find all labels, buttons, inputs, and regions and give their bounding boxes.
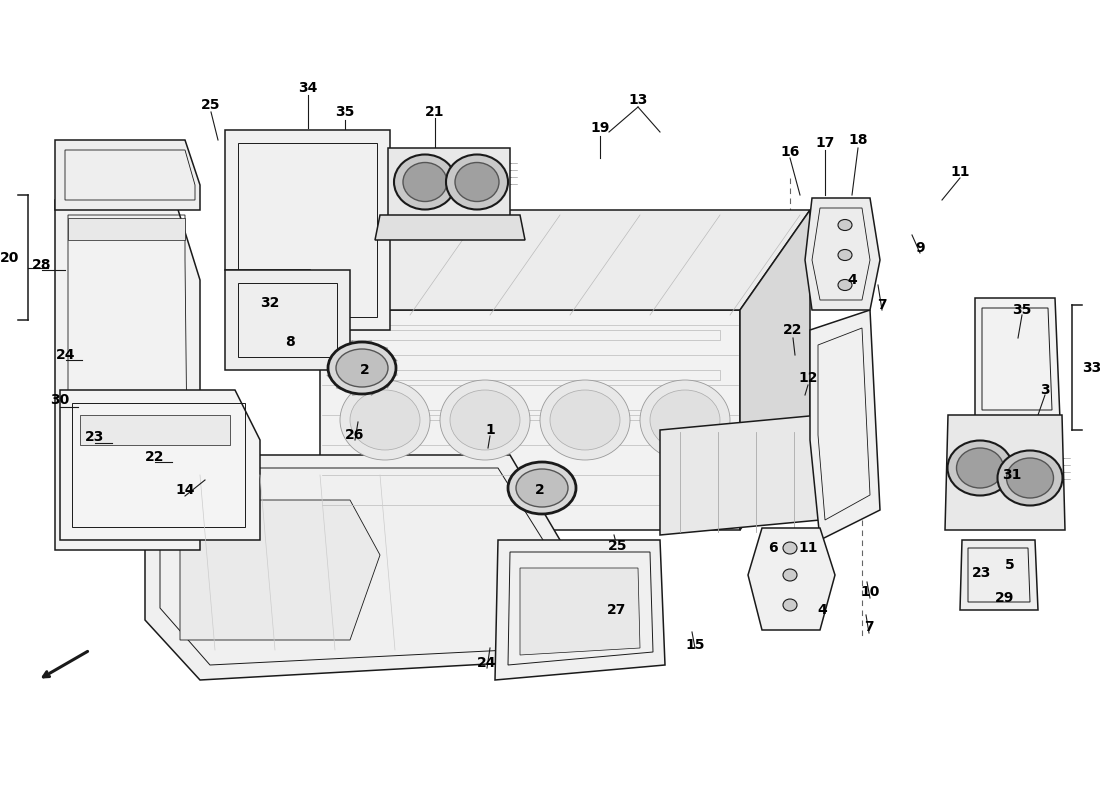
Text: 14: 14 <box>175 483 195 497</box>
Text: 2: 2 <box>360 363 370 377</box>
Text: 25: 25 <box>201 98 221 112</box>
Text: 35: 35 <box>336 105 354 119</box>
Polygon shape <box>145 455 560 680</box>
Ellipse shape <box>540 380 630 460</box>
Text: 11: 11 <box>799 541 817 555</box>
Text: 28: 28 <box>32 258 52 272</box>
Polygon shape <box>805 198 880 310</box>
Text: 27: 27 <box>607 603 627 617</box>
Ellipse shape <box>455 162 499 202</box>
Text: 5: 5 <box>1005 558 1015 572</box>
Ellipse shape <box>516 469 568 507</box>
Text: 22: 22 <box>783 323 803 337</box>
Text: 16: 16 <box>780 145 800 159</box>
Text: 1: 1 <box>485 423 495 437</box>
Ellipse shape <box>350 390 420 450</box>
Ellipse shape <box>957 448 1003 488</box>
Text: 7: 7 <box>865 620 873 634</box>
Ellipse shape <box>650 390 721 450</box>
Polygon shape <box>226 270 350 370</box>
Text: 23: 23 <box>972 566 992 580</box>
Text: 6: 6 <box>768 541 778 555</box>
Text: 4: 4 <box>847 273 857 287</box>
Polygon shape <box>660 415 840 535</box>
Text: 7: 7 <box>877 298 887 312</box>
Ellipse shape <box>947 441 1012 495</box>
Polygon shape <box>320 310 740 530</box>
Ellipse shape <box>394 154 456 210</box>
Ellipse shape <box>838 219 853 230</box>
Text: 15: 15 <box>685 638 705 652</box>
Text: 13: 13 <box>628 93 648 107</box>
Ellipse shape <box>783 599 798 611</box>
Polygon shape <box>740 210 810 530</box>
Ellipse shape <box>450 390 520 450</box>
Polygon shape <box>55 200 200 550</box>
Text: 24: 24 <box>477 656 497 670</box>
Text: 17: 17 <box>815 136 835 150</box>
Text: 20: 20 <box>0 251 20 265</box>
Ellipse shape <box>838 279 853 290</box>
Text: 22: 22 <box>145 450 165 464</box>
Text: 12: 12 <box>799 371 817 385</box>
Ellipse shape <box>998 450 1063 506</box>
Text: 8: 8 <box>285 335 295 349</box>
Text: 31: 31 <box>1002 468 1022 482</box>
Polygon shape <box>748 528 835 630</box>
Polygon shape <box>180 500 380 640</box>
Ellipse shape <box>340 380 430 460</box>
Polygon shape <box>495 540 666 680</box>
Text: 21: 21 <box>426 105 444 119</box>
Text: 24: 24 <box>56 348 76 362</box>
Ellipse shape <box>550 390 620 450</box>
Text: 23: 23 <box>86 430 104 444</box>
Ellipse shape <box>446 154 508 210</box>
Text: 10: 10 <box>860 585 880 599</box>
Ellipse shape <box>336 349 388 387</box>
Ellipse shape <box>1006 458 1054 498</box>
Text: 18: 18 <box>848 133 868 147</box>
Polygon shape <box>975 298 1060 420</box>
Text: 34: 34 <box>298 81 318 95</box>
Text: 3: 3 <box>1041 383 1049 397</box>
Text: 33: 33 <box>1082 361 1100 375</box>
Text: 25: 25 <box>608 539 628 553</box>
Text: 29: 29 <box>996 591 1014 605</box>
Text: 19: 19 <box>591 121 609 135</box>
Ellipse shape <box>328 342 396 394</box>
Text: 32: 32 <box>261 296 279 310</box>
Text: 26: 26 <box>345 428 365 442</box>
Polygon shape <box>68 218 185 240</box>
Polygon shape <box>80 415 230 445</box>
Polygon shape <box>810 310 880 540</box>
Text: 30: 30 <box>51 393 69 407</box>
Text: 4: 4 <box>817 603 827 617</box>
Polygon shape <box>320 210 810 310</box>
Ellipse shape <box>640 380 730 460</box>
Ellipse shape <box>783 569 798 581</box>
Text: 2: 2 <box>535 483 544 497</box>
Ellipse shape <box>838 250 853 261</box>
Ellipse shape <box>508 462 576 514</box>
Text: 9: 9 <box>915 241 925 255</box>
Polygon shape <box>55 140 200 210</box>
Ellipse shape <box>783 542 798 554</box>
Text: 11: 11 <box>950 165 970 179</box>
Polygon shape <box>60 390 260 540</box>
Text: 35: 35 <box>1012 303 1032 317</box>
Polygon shape <box>945 415 1065 530</box>
Polygon shape <box>520 568 640 655</box>
Polygon shape <box>226 130 390 330</box>
Polygon shape <box>388 148 510 220</box>
Ellipse shape <box>403 162 447 202</box>
Polygon shape <box>375 215 525 240</box>
Polygon shape <box>960 540 1038 610</box>
Ellipse shape <box>440 380 530 460</box>
